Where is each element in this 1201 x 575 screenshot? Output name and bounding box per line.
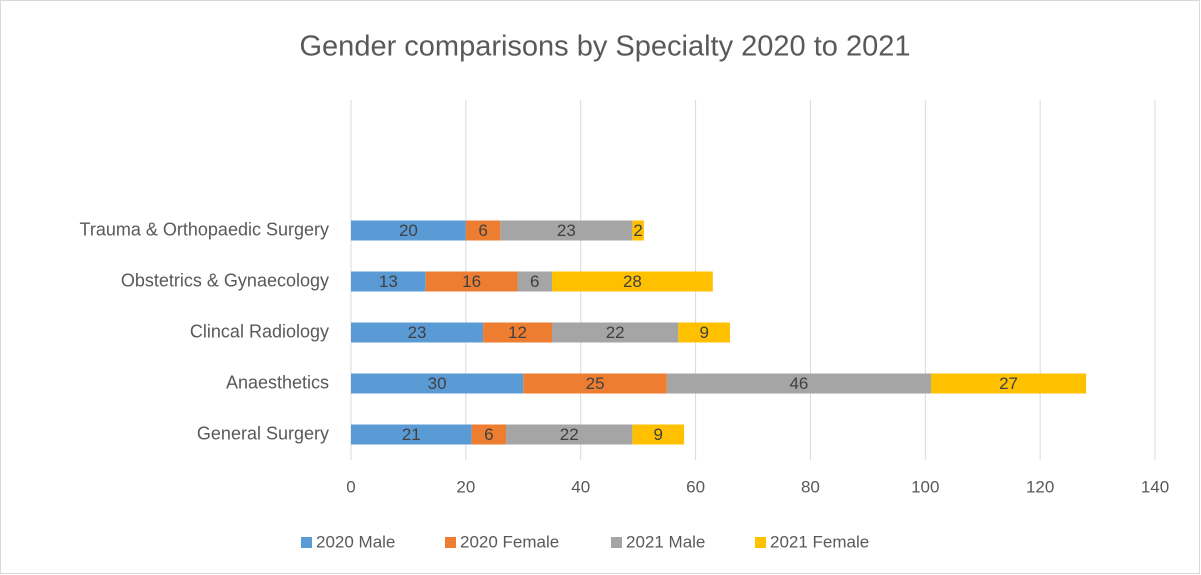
data-label: 46 xyxy=(789,374,808,393)
x-tick-label: 100 xyxy=(911,477,939,496)
data-label: 23 xyxy=(557,221,576,240)
bar-segment xyxy=(351,322,484,343)
data-label: 20 xyxy=(399,221,418,240)
legend-swatch xyxy=(445,537,456,548)
data-label: 6 xyxy=(478,221,487,240)
data-label: 28 xyxy=(623,272,642,291)
legend-label: 2020 Male xyxy=(316,532,395,551)
bar-segment xyxy=(523,373,667,394)
legend-swatch xyxy=(611,537,622,548)
x-tick-label: 20 xyxy=(456,477,475,496)
bar-segment xyxy=(351,424,472,445)
chart-title: Gender comparisons by Specialty 2020 to … xyxy=(300,31,911,63)
legend-swatch xyxy=(755,537,766,548)
data-label: 9 xyxy=(699,323,708,342)
x-tick-label: 140 xyxy=(1141,477,1169,496)
bar-segment xyxy=(517,271,552,292)
data-label: 6 xyxy=(484,425,493,444)
bar-segment xyxy=(483,322,552,343)
data-label: 2 xyxy=(633,221,642,240)
bar-segment xyxy=(500,220,633,241)
bar-segment xyxy=(632,424,685,445)
bar-segment xyxy=(351,271,426,292)
x-tick-label: 80 xyxy=(801,477,820,496)
bar-segment xyxy=(632,220,644,241)
bar-segment xyxy=(351,220,466,241)
data-label: 23 xyxy=(408,323,427,342)
data-label: 22 xyxy=(606,323,625,342)
bar-segment xyxy=(552,271,713,292)
x-tick-label: 0 xyxy=(346,477,355,496)
data-label: 12 xyxy=(508,323,527,342)
data-label: 22 xyxy=(560,425,579,444)
bar-segment xyxy=(425,271,518,292)
legend-label: 2021 Male xyxy=(626,532,705,551)
data-label: 13 xyxy=(379,272,398,291)
y-tick-label: Clincal Radiology xyxy=(190,321,329,341)
bar-segment xyxy=(465,220,501,241)
legend-label: 2021 Female xyxy=(770,532,869,551)
legend-swatch xyxy=(301,537,312,548)
bar-segment xyxy=(506,424,633,445)
bar-segment xyxy=(471,424,507,445)
bar-segment xyxy=(666,373,932,394)
data-label: 16 xyxy=(462,272,481,291)
legend-label: 2020 Female xyxy=(460,532,559,551)
data-label: 6 xyxy=(530,272,539,291)
data-label: 9 xyxy=(654,425,663,444)
y-tick-label: Obstetrics & Gynaecology xyxy=(121,270,329,290)
data-label: 27 xyxy=(999,374,1018,393)
y-tick-label: Trauma & Orthopaedic Surgery xyxy=(80,219,329,239)
x-tick-label: 60 xyxy=(686,477,705,496)
bar-segment xyxy=(678,322,731,343)
y-tick-label: Anaesthetics xyxy=(226,372,329,392)
bar-segment xyxy=(931,373,1087,394)
x-tick-label: 40 xyxy=(571,477,590,496)
data-label: 25 xyxy=(586,374,605,393)
bar-segment xyxy=(552,322,679,343)
data-label: 21 xyxy=(402,425,421,444)
data-label: 30 xyxy=(428,374,447,393)
bar-segment xyxy=(351,373,524,394)
y-tick-label: General Surgery xyxy=(197,423,329,443)
x-tick-label: 120 xyxy=(1026,477,1054,496)
